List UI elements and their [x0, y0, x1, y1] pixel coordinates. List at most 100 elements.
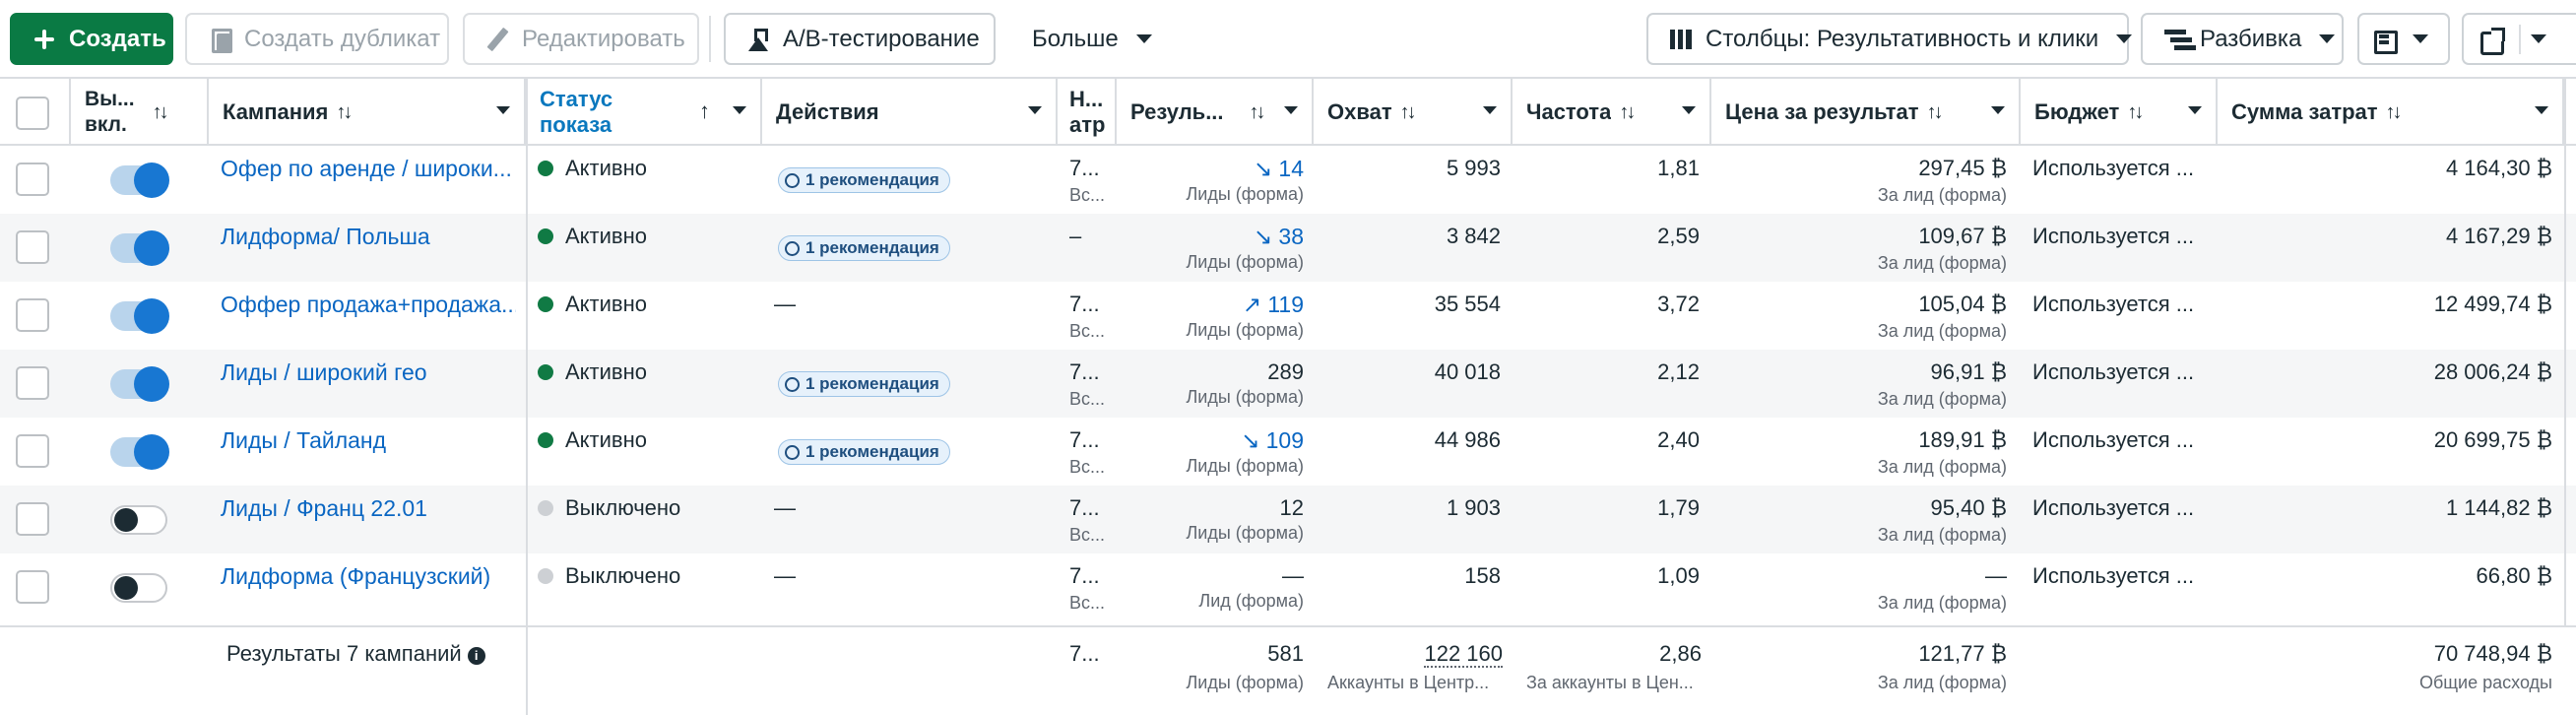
- header-attribution[interactable]: Н... атр: [1058, 79, 1117, 146]
- sort-icon[interactable]: ↑↓: [1399, 100, 1417, 123]
- header-frequency[interactable]: Частота ↑↓: [1513, 79, 1711, 146]
- footer-frequency: 2,86 За аккаунты в Цен...: [1526, 641, 1702, 692]
- delivery-status: Активно: [538, 359, 754, 391]
- sort-icon[interactable]: ↑↓: [1926, 100, 1944, 123]
- chevron-down-icon[interactable]: [1028, 106, 1042, 114]
- frequency-cell: 1,79: [1657, 495, 1700, 520]
- table-row[interactable]: Лиды / широкий гео Активно 1 рекомендация 7…: [0, 350, 2576, 418]
- status-dot-icon: [538, 228, 553, 244]
- chevron-down-icon[interactable]: [1483, 106, 1497, 114]
- cost-per-result-cell: 96,91 ₿ За лид (форма): [1877, 359, 2007, 409]
- campaign-toggle[interactable]: [110, 573, 167, 603]
- attribution-setting: 7... Вс...: [1069, 495, 1106, 545]
- chevron-down-icon[interactable]: [496, 106, 510, 114]
- row-checkbox[interactable]: [16, 162, 49, 196]
- campaign-toggle[interactable]: [110, 230, 169, 266]
- header-toggle[interactable]: Вы... вкл. ↑↓: [71, 79, 209, 146]
- table-row[interactable]: Лидформа/ Польша Активно 1 рекомендация – ↘ 3…: [0, 214, 2576, 282]
- campaign-name-link[interactable]: Лиды / широкий гео: [221, 359, 427, 385]
- columns-icon: [1668, 27, 1694, 52]
- recommendation-badge[interactable]: 1 рекомендация: [778, 371, 950, 397]
- breakdown-dropdown[interactable]: Разбивка: [2141, 13, 2344, 65]
- columns-dropdown[interactable]: Столбцы: Результативность и клики: [1646, 13, 2133, 65]
- chevron-down-icon[interactable]: [1284, 106, 1298, 114]
- reports-dropdown[interactable]: [2357, 13, 2450, 65]
- chevron-down-icon[interactable]: [1682, 106, 1696, 114]
- header-budget[interactable]: Бюджет ↑↓: [2021, 79, 2218, 146]
- campaign-toggle[interactable]: [110, 298, 169, 334]
- table-row[interactable]: Лиды / Франц 22.01 Выключено — 7... Вс... 12 Л…: [0, 486, 2576, 553]
- reach-cell: 158: [1464, 563, 1501, 588]
- reach-cell: 1 903: [1446, 495, 1501, 520]
- campaign-toggle[interactable]: [110, 434, 169, 470]
- chevron-down-icon[interactable]: [2188, 106, 2202, 114]
- chevron-down-icon[interactable]: [1991, 106, 2005, 114]
- header-amount-spent[interactable]: Сумма затрат ↑↓: [2218, 79, 2564, 146]
- chevron-down-icon[interactable]: [733, 106, 746, 114]
- select-all-checkbox[interactable]: [16, 97, 49, 130]
- table-row[interactable]: Оффер продажа+продажа... Активно — 7... Вс..…: [0, 282, 2576, 350]
- header-reach[interactable]: Охват ↑↓: [1314, 79, 1513, 146]
- duplicate-button[interactable]: Создать дубликат: [185, 13, 449, 65]
- campaign-toggle[interactable]: [110, 366, 169, 402]
- row-checkbox[interactable]: [16, 298, 49, 332]
- header-results[interactable]: Резуль... ↑↓: [1117, 79, 1314, 146]
- results-cell: 289 Лиды (форма): [1186, 359, 1304, 407]
- sort-icon[interactable]: ↑↓: [1619, 100, 1636, 123]
- button-divider: [2519, 24, 2521, 54]
- campaign-name-link[interactable]: Оффер продажа+продажа...: [221, 292, 516, 317]
- frequency-cell: 2,12: [1657, 359, 1700, 384]
- status-dot-icon: [538, 432, 553, 448]
- chevron-down-icon[interactable]: [2535, 106, 2548, 114]
- budget-cell: Используется ...: [2032, 495, 2195, 520]
- status-dot-icon: [538, 296, 553, 312]
- create-button[interactable]: Создать: [10, 13, 173, 65]
- row-checkbox[interactable]: [16, 502, 49, 536]
- row-checkbox[interactable]: [16, 230, 49, 264]
- attribution-setting: 7... Вс...: [1069, 156, 1106, 205]
- more-button[interactable]: Больше: [1010, 13, 1158, 65]
- recommendation-badge[interactable]: 1 рекомендация: [778, 235, 950, 261]
- sort-icon[interactable]: ↑↓: [2385, 100, 2403, 123]
- row-checkbox[interactable]: [16, 570, 49, 604]
- table-row[interactable]: Офер по аренде / широки... Активно 1 реком…: [0, 146, 2576, 214]
- sort-icon[interactable]: ↑↓: [2127, 100, 2144, 123]
- footer-spent: 70 748,94 ₿ Общие расходы: [2418, 641, 2552, 692]
- campaign-name-link[interactable]: Лиды / Франц 22.01: [221, 495, 427, 521]
- trend-down-icon: ↘: [1254, 224, 1273, 249]
- header-actions[interactable]: Действия: [762, 79, 1058, 146]
- header-delivery-status[interactable]: Статус показа ↑: [526, 79, 762, 146]
- edit-button[interactable]: Редактировать: [463, 13, 699, 65]
- chevron-down-icon: [2116, 34, 2133, 43]
- footer-results: 581 Лиды (форма): [1186, 641, 1304, 692]
- table-row[interactable]: Лидформа (Французский) Выключено — 7... Вс..…: [0, 553, 2576, 621]
- recommendation-badge[interactable]: 1 рекомендация: [778, 439, 950, 465]
- header-campaign[interactable]: Кампания ↑↓: [209, 79, 526, 146]
- table-row[interactable]: Лиды / Тайланд Активно 1 рекомендация 7... В…: [0, 418, 2576, 486]
- sort-icon[interactable]: ↑↓: [336, 100, 353, 123]
- campaign-toggle[interactable]: [110, 505, 167, 535]
- sort-icon[interactable]: ↑↓: [152, 100, 169, 123]
- info-icon[interactable]: i: [467, 647, 485, 665]
- header-cost-per-result[interactable]: Цена за результат ↑↓: [1711, 79, 2021, 146]
- row-checkbox[interactable]: [16, 366, 49, 400]
- footer-reach: 122 160 Аккаунты в Центр...: [1327, 641, 1503, 692]
- ab-test-button[interactable]: A/B-тестирование: [724, 13, 996, 65]
- sort-ascending-icon[interactable]: ↑: [699, 98, 710, 123]
- amount-spent-cell: 66,80 ₿: [2476, 563, 2552, 588]
- campaign-name-link[interactable]: Лидформа (Французский): [221, 563, 491, 589]
- sort-icon[interactable]: ↑↓: [1249, 100, 1266, 123]
- row-checkbox[interactable]: [16, 434, 49, 468]
- campaign-toggle[interactable]: [110, 162, 169, 198]
- reach-cell: 35 554: [1434, 292, 1501, 316]
- budget-cell: Используется ...: [2032, 427, 2195, 452]
- delivery-status: Активно: [538, 427, 754, 459]
- export-button[interactable]: [2462, 13, 2576, 65]
- campaign-name-link[interactable]: Лиды / Тайланд: [221, 427, 387, 453]
- recommendation-badge[interactable]: 1 рекомендация: [778, 167, 950, 193]
- campaign-name-link[interactable]: Офер по аренде / широки...: [221, 156, 512, 181]
- amount-spent-cell: 4 164,30 ₿: [2445, 156, 2552, 180]
- campaign-name-link[interactable]: Лидформа/ Польша: [221, 224, 430, 249]
- amount-spent-cell: 4 167,29 ₿: [2445, 224, 2552, 248]
- actions-cell: 1 рекомендация: [778, 167, 1054, 201]
